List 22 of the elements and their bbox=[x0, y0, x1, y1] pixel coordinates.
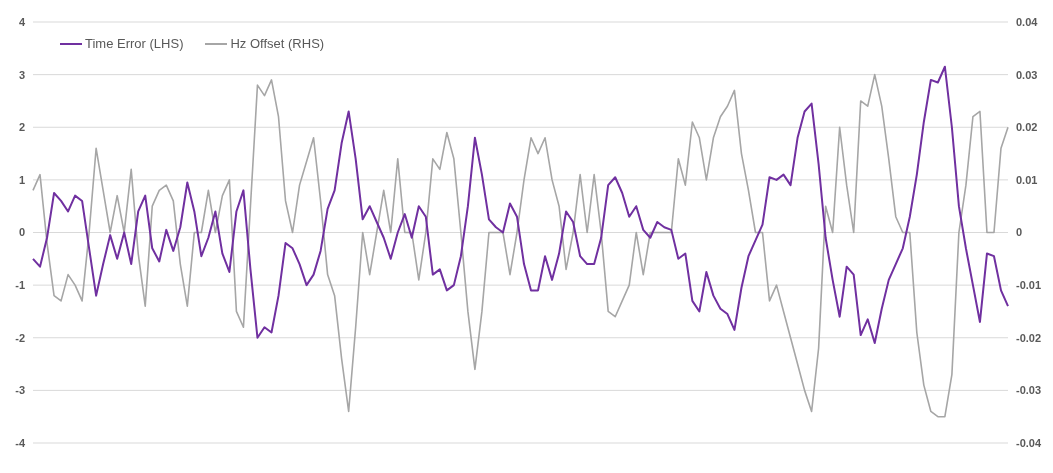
y2-tick-label: 0 bbox=[1016, 226, 1023, 239]
y2-tick-label: -0.04 bbox=[1016, 436, 1042, 449]
y2-tick-label: 0.02 bbox=[1016, 121, 1038, 134]
y2-tick-label: 0.04 bbox=[1016, 15, 1039, 28]
y-tick-label: -4 bbox=[15, 436, 26, 449]
y-tick-label: 4 bbox=[18, 15, 26, 28]
y2-tick-label: -0.02 bbox=[1016, 331, 1042, 344]
y2-tick-label: 0.03 bbox=[1016, 68, 1038, 81]
y2-tick-label: 0.01 bbox=[1016, 173, 1038, 186]
line-series bbox=[32, 73, 1009, 418]
y-tick-label: 1 bbox=[18, 173, 25, 186]
y2-tick-label: -0.03 bbox=[1016, 384, 1042, 397]
y-tick-label: 2 bbox=[18, 121, 25, 134]
y-tick-label: 0 bbox=[18, 226, 25, 239]
y-tick-label: -1 bbox=[15, 279, 25, 292]
y-tick-label: -3 bbox=[15, 384, 25, 397]
y2-tick-label: -0.01 bbox=[1016, 279, 1042, 292]
legend-label: Hz Offset (RHS) bbox=[230, 36, 325, 51]
legend-label: Time Error (LHS) bbox=[85, 36, 184, 51]
y-tick-label: 3 bbox=[18, 68, 25, 81]
y-tick-label: -2 bbox=[15, 331, 25, 344]
line-series bbox=[32, 65, 1009, 345]
